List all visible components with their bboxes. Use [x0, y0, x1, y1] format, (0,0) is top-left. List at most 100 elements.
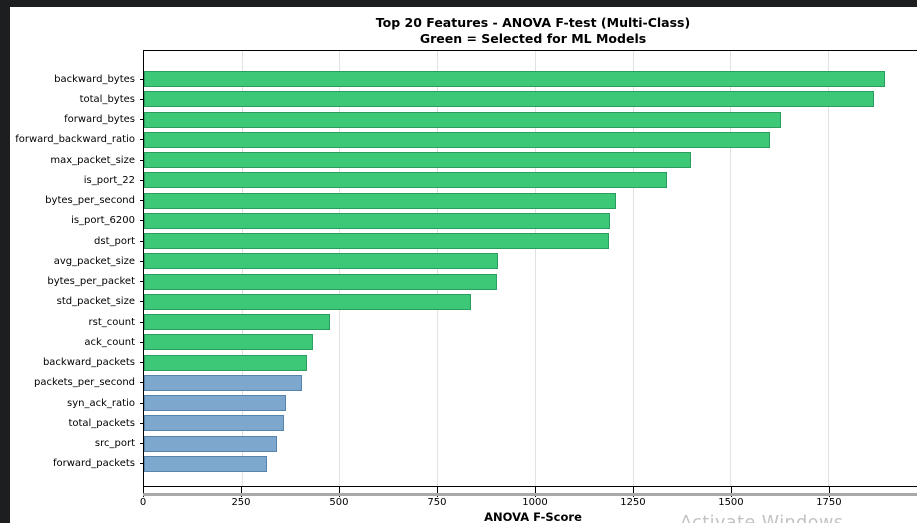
y-tick-mark	[140, 179, 143, 181]
y-axis-label-rst_count: rst_count	[88, 316, 135, 328]
gridline-1000	[534, 51, 536, 486]
y-axis-label-std_packet_size: std_packet_size	[56, 296, 135, 308]
y-row-ack_count: ack_count	[10, 332, 143, 352]
y-axis-label-avg_packet_size: avg_packet_size	[53, 255, 135, 267]
y-axis-label-bytes_per_packet: bytes_per_packet	[47, 276, 135, 288]
y-axis-label-backward_packets: backward_packets	[42, 357, 135, 369]
y-axis-label-bytes_per_second: bytes_per_second	[45, 195, 135, 207]
y-axis-label-backward_bytes: backward_bytes	[54, 73, 135, 85]
activate-windows-watermark: Activate Windows	[680, 513, 844, 523]
y-row-forward_bytes: forward_bytes	[10, 110, 143, 130]
x-tick-label-1500: 1500	[718, 497, 744, 508]
y-tick-mark	[140, 321, 143, 323]
chart-title: Top 20 Features - ANOVA F-test (Multi-Cl…	[375, 15, 691, 30]
y-axis-label-forward_backward_ratio: forward_backward_ratio	[15, 134, 135, 146]
bar-row-max_packet_size	[144, 150, 917, 170]
y-tick-mark	[140, 362, 143, 364]
y-row-avg_packet_size: avg_packet_size	[10, 251, 143, 271]
bar-total_bytes	[144, 91, 874, 108]
x-tick-mark-500	[338, 487, 340, 497]
bar-row-avg_packet_size	[144, 251, 917, 271]
y-row-is_port_6200: is_port_6200	[10, 211, 143, 231]
y-row-bytes_per_packet: bytes_per_packet	[10, 272, 143, 292]
bar-row-total_packets	[144, 413, 917, 433]
bar-row-dst_port	[144, 231, 917, 251]
bar-bytes_per_second	[144, 192, 616, 209]
bar-row-src_port	[144, 434, 917, 454]
y-row-forward_backward_ratio: forward_backward_ratio	[10, 130, 143, 150]
chart-subtitle: Green = Selected for ML Models	[419, 31, 647, 46]
bar-dst_port	[144, 233, 609, 250]
y-tick-mark	[140, 443, 143, 445]
x-axis: 0 250 500 750 1000 1250 1500 1750	[139, 487, 917, 517]
y-axis-label-src_port: src_port	[94, 438, 135, 450]
y-tick-mark	[140, 341, 143, 343]
y-row-src_port: src_port	[10, 434, 143, 454]
y-tick-mark	[140, 159, 143, 161]
x-tick-label-0: 0	[139, 497, 147, 508]
x-tick-mark-250	[240, 487, 242, 497]
y-axis-label-forward_packets: forward_packets	[52, 458, 135, 470]
bar-row-bytes_per_packet	[144, 272, 917, 292]
bar-row-is_port_22	[144, 170, 917, 190]
bar-avg_packet_size	[144, 253, 498, 270]
bar-syn_ack_ratio	[144, 395, 286, 412]
x-tick-mark-750	[436, 487, 438, 497]
y-row-bytes_per_second: bytes_per_second	[10, 191, 143, 211]
bar-src_port	[144, 435, 277, 452]
gridline-1250	[632, 51, 634, 486]
x-tick-label-500: 500	[329, 497, 349, 508]
y-tick-mark	[140, 281, 143, 283]
y-tick-mark	[140, 98, 143, 100]
bar-ack_count	[144, 334, 313, 351]
y-axis-label-forward_bytes: forward_bytes	[64, 114, 135, 126]
bar-row-backward_bytes	[144, 69, 917, 89]
bar-row-ack_count	[144, 332, 917, 352]
y-row-total_bytes: total_bytes	[10, 89, 143, 109]
y-axis-label-ack_count: ack_count	[84, 336, 135, 348]
bar-row-forward_packets	[144, 454, 917, 474]
bar-max_packet_size	[144, 152, 692, 169]
y-tick-mark	[140, 139, 143, 141]
bar-row-is_port_6200	[144, 211, 917, 231]
y-tick-mark	[140, 260, 143, 262]
bar-row-backward_packets	[144, 353, 917, 373]
bar-row-packets_per_second	[144, 373, 917, 393]
y-axis-label-is_port_6200: is_port_6200	[71, 215, 135, 227]
y-row-backward_bytes: backward_bytes	[10, 69, 143, 89]
bar-backward_bytes	[144, 71, 885, 88]
x-tick-mark-1500	[730, 487, 732, 497]
bar-total_packets	[144, 415, 284, 432]
y-tick-mark	[140, 422, 143, 424]
bar-row-std_packet_size	[144, 292, 917, 312]
y-tick-mark	[140, 220, 143, 222]
x-tick-label-250: 250	[231, 497, 251, 508]
gridline-1500	[730, 51, 732, 486]
y-tick-mark	[140, 301, 143, 303]
y-row-packets_per_second: packets_per_second	[10, 373, 143, 393]
y-row-rst_count: rst_count	[10, 312, 143, 332]
chart-figure: Top 20 Features - ANOVA F-test (Multi-Cl…	[10, 7, 917, 523]
y-axis-label-total_packets: total_packets	[68, 417, 135, 429]
bar-row-forward_bytes	[144, 110, 917, 130]
x-tick-mark-1000	[534, 487, 536, 497]
bar-forward_backward_ratio	[144, 131, 770, 148]
horizontal-scrollbar[interactable]	[143, 493, 917, 496]
plot-area	[143, 50, 917, 487]
x-tick-label-750: 750	[427, 497, 447, 508]
y-tick-mark	[140, 402, 143, 404]
x-tick-label-1750: 1750	[816, 497, 842, 508]
bar-forward_bytes	[144, 111, 782, 128]
y-row-std_packet_size: std_packet_size	[10, 292, 143, 312]
bar-rst_count	[144, 314, 331, 331]
y-axis-label-packets_per_second: packets_per_second	[34, 377, 135, 389]
bar-row-bytes_per_second	[144, 191, 917, 211]
bar-std_packet_size	[144, 293, 471, 310]
y-row-is_port_22: is_port_22	[10, 170, 143, 190]
y-axis-label-is_port_22: is_port_22	[83, 174, 135, 186]
bar-is_port_22	[144, 172, 667, 189]
bar-is_port_6200	[144, 212, 611, 229]
y-tick-mark	[140, 463, 143, 465]
y-axis-label-dst_port: dst_port	[94, 235, 135, 247]
